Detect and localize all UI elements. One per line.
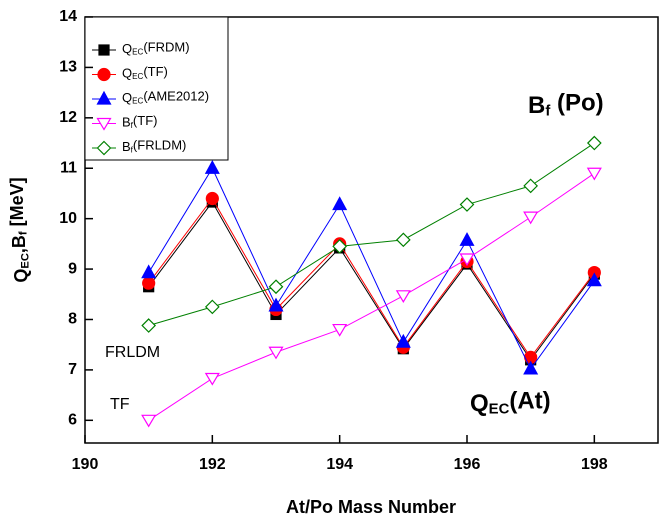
y-tick-label: 9 (68, 260, 77, 277)
y-tick-label: 12 (59, 109, 77, 126)
x-tick-label: 196 (454, 456, 481, 473)
annotation: TF (110, 396, 130, 413)
x-tick-label: 198 (581, 456, 608, 473)
annotation: QEC(At) (470, 388, 551, 418)
series-line (148, 201, 595, 361)
data-point (586, 135, 602, 151)
data-point (204, 159, 220, 174)
x-axis-label: At/Po Mass Number (286, 497, 456, 517)
data-point (332, 239, 348, 254)
data-point (204, 372, 220, 386)
x-tick-label: 190 (72, 456, 99, 473)
series-line (148, 172, 595, 421)
data-point (332, 323, 348, 337)
data-point (395, 290, 411, 303)
annotation: FRLDM (105, 344, 160, 361)
y-tick-label: 6 (68, 412, 77, 429)
data-point (204, 299, 220, 315)
y-axis-label: QEC,Bf [MeV] (7, 177, 32, 282)
data-point (205, 191, 219, 206)
y-tick-label: 11 (60, 159, 77, 176)
legend-box (84, 16, 229, 161)
legend-label: QEC(AME2012) (122, 89, 209, 106)
legend-label: QEC(TF) (122, 64, 168, 81)
y-tick-label: 10 (59, 210, 77, 227)
y-tick-label: 13 (59, 59, 77, 76)
data-point (268, 297, 284, 312)
data-point (586, 272, 602, 287)
x-tick-label: 194 (326, 456, 353, 473)
data-point (586, 167, 602, 181)
legend-marker (97, 67, 111, 82)
plot-frame (84, 16, 659, 444)
data-point (459, 253, 475, 267)
legend-marker (96, 90, 112, 105)
data-point (459, 197, 475, 212)
data-point (523, 211, 539, 225)
series-line (148, 197, 595, 359)
y-tick-label: 14 (59, 8, 77, 25)
legend-marker (98, 44, 110, 56)
data-point (395, 333, 411, 348)
legend-marker (96, 117, 112, 131)
series-line (148, 142, 595, 327)
y-tick-label: 7 (68, 361, 77, 378)
data-point (268, 279, 284, 295)
data-point (523, 178, 539, 194)
data-point (395, 232, 411, 248)
legend-label: Bf(TF) (122, 113, 157, 130)
data-point (142, 276, 156, 290)
legend-label: Bf(FRLDM) (122, 138, 186, 155)
data-point (141, 318, 157, 333)
data-point (459, 232, 475, 246)
legend-label: QEC(FRDM) (122, 40, 190, 57)
x-tick-label: 192 (199, 456, 226, 473)
data-point (141, 414, 157, 428)
annotation: Bf (Po) (528, 90, 604, 120)
series-line (148, 167, 595, 370)
legend-marker (96, 140, 112, 156)
data-point (268, 346, 284, 360)
y-tick-label: 8 (68, 311, 77, 328)
data-point (523, 360, 539, 375)
data-point (141, 264, 157, 279)
data-point (332, 196, 348, 211)
